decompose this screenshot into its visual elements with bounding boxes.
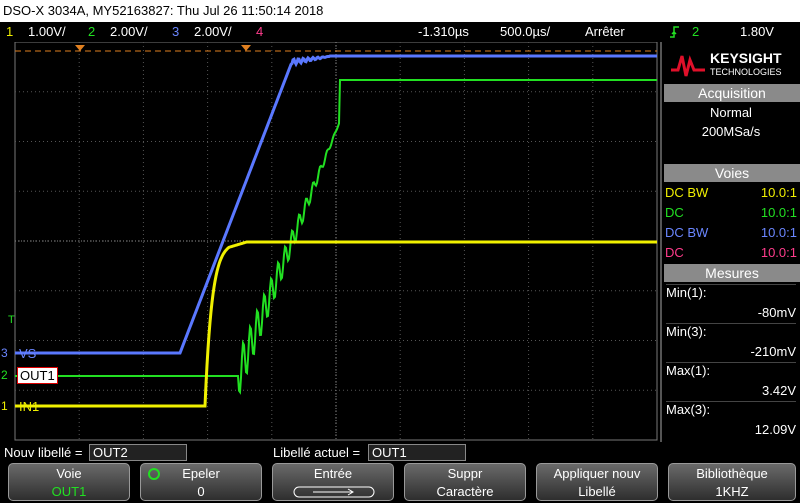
waveform-3 [15, 54, 657, 355]
meas-value: 12.09V [754, 422, 796, 437]
new-label-caption: Nouv libellé = [4, 445, 83, 460]
channel-scale: 2.00V/ [110, 24, 148, 39]
channel-row: DC BW 10.0:1 [665, 185, 797, 200]
channel-number: 4 [256, 24, 264, 39]
trigger-icon [670, 26, 679, 38]
meas-value: -210mV [750, 344, 796, 359]
coupling: DC BW [665, 185, 709, 200]
coupling: DC BW [665, 225, 709, 240]
measurement: Min(3): -210mV [666, 323, 796, 362]
softkey-title: Entrée [313, 466, 353, 481]
channel-tag: 3 [1, 346, 8, 360]
channel-number: 3 [172, 24, 180, 39]
waveform-label: VS [19, 346, 37, 361]
waveform-label: IN1 [19, 399, 40, 414]
softkey[interactable]: Appliquer nouv Libellé [536, 463, 658, 501]
channel-row: DC BW 10.0:1 [665, 225, 797, 240]
probe: 10.0:1 [760, 225, 797, 240]
channel-tag: 2 [1, 368, 8, 382]
softkey[interactable]: Entrée [272, 463, 394, 501]
acq-rate: 200MSa/s [701, 124, 761, 139]
brand-sub: TECHNOLOGIES [710, 67, 782, 77]
coupling: DC [665, 205, 684, 220]
trigger-level: 1.80V [740, 24, 774, 39]
softkey-value: OUT1 [51, 484, 87, 499]
softkey-value: 1KHZ [715, 484, 749, 499]
meas-label: Max(3): [666, 402, 711, 417]
measurement: Min(1): -80mV [666, 284, 796, 323]
delay-marker [75, 45, 85, 51]
softkey[interactable]: Epeler 0 [140, 463, 262, 501]
softkey[interactable]: Voie OUT1 [8, 463, 130, 501]
softkey[interactable]: Bibliothèque 1KHZ [668, 463, 796, 501]
enter-arrow [293, 486, 375, 498]
channel-number: 2 [88, 24, 96, 39]
probe: 10.0:1 [760, 185, 797, 200]
meas-value: -80mV [757, 305, 796, 320]
trigger-channel: 2 [692, 24, 700, 39]
probe: 10.0:1 [760, 205, 797, 220]
channel-tag: 1 [1, 399, 8, 413]
channel-scale: 2.00V/ [194, 24, 232, 39]
softkey-title: Voie [56, 466, 82, 481]
softkey-value: Libellé [578, 484, 616, 499]
softkey-title: Epeler [182, 466, 220, 481]
softkey-value: Caractère [436, 484, 494, 499]
meas-value: 3.42V [762, 383, 796, 398]
time-offset: -1.310µs [418, 24, 469, 39]
softkey-title: Suppr [447, 466, 483, 481]
logo-icon [671, 55, 705, 77]
current-label-caption: Libellé actuel = [273, 445, 361, 460]
softkey-title: Appliquer nouv [553, 466, 641, 481]
waveform-2 [15, 79, 657, 395]
softkey[interactable]: Suppr Caractère [404, 463, 526, 501]
probe: 10.0:1 [760, 245, 797, 260]
channel-row: DC 10.0:1 [665, 245, 797, 260]
time-scale: 500.0µs/ [500, 24, 551, 39]
channel-scale: 1.00V/ [28, 24, 66, 39]
section-header: Mesures [664, 264, 800, 282]
title-bar: DSO-X 3034A, MY52163827: Thu Jul 26 11:5… [0, 0, 800, 22]
side-panel: KEYSIGHT TECHNOLOGIES Acquisition Normal… [660, 42, 800, 442]
section-header: Voies [664, 164, 800, 182]
trigger-marker: T [8, 314, 15, 326]
coupling: DC [665, 245, 684, 260]
waveform-label: OUT1 [17, 367, 58, 384]
measurement: Max(3): 12.09V [666, 401, 796, 440]
meas-label: Max(1): [666, 363, 711, 378]
meas-label: Min(3): [666, 324, 707, 339]
graticule [14, 42, 658, 441]
channel-number: 1 [6, 24, 14, 39]
softkey-title: Bibliothèque [696, 466, 768, 481]
acq-mode: Normal [710, 105, 752, 120]
waveform-1 [15, 240, 657, 408]
section-header: Acquisition [664, 84, 800, 102]
meas-label: Min(1): [666, 285, 707, 300]
softkey-value: 0 [197, 484, 205, 499]
measurement: Max(1): 3.42V [666, 362, 796, 401]
new-label-input[interactable]: OUT2 [89, 444, 187, 461]
delay-marker [241, 45, 251, 51]
run-state: Arrêter [585, 24, 625, 39]
channel-row: DC 10.0:1 [665, 205, 797, 220]
current-label-field: OUT1 [368, 444, 466, 461]
brand: KEYSIGHT [710, 50, 782, 66]
knob-icon [148, 468, 160, 480]
